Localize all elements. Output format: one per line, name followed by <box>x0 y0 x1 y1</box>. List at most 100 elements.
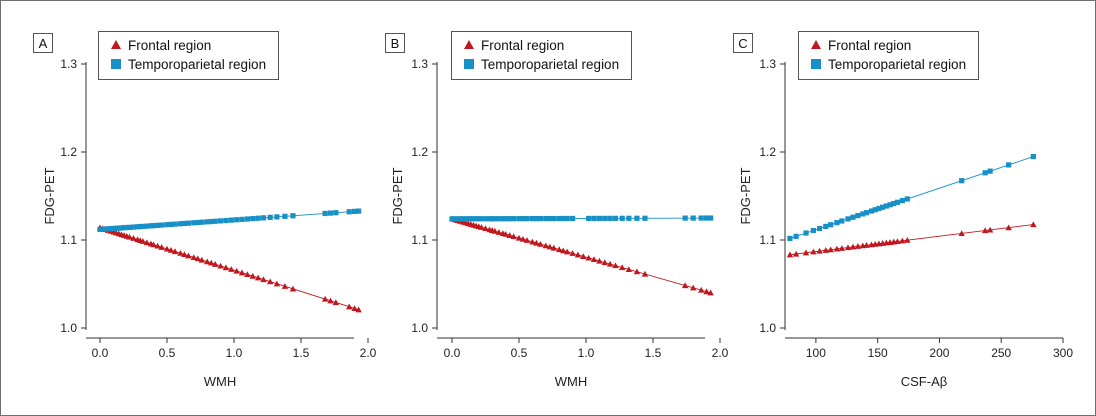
panel-a-point-temporoparietal <box>223 217 229 224</box>
panel-a-point-frontal <box>355 306 362 313</box>
panel-c-point-temporoparietal <box>787 235 793 242</box>
panel-a-point-temporoparietal <box>108 226 114 232</box>
panel-b-point-temporoparietal <box>452 216 458 222</box>
panel-b-point-temporoparietal <box>547 215 553 222</box>
panel-a-point-frontal <box>327 297 334 304</box>
panel-a-point-temporoparietal <box>116 225 122 231</box>
panel-c-point-frontal <box>802 249 810 256</box>
panel-b-point-frontal <box>515 234 523 241</box>
panel-b-point-frontal <box>482 225 489 232</box>
panel-a-x-tick-label: 1.5 <box>293 346 310 360</box>
panel-c-point-temporoparietal <box>894 199 901 205</box>
panel-a-point-frontal <box>217 262 224 269</box>
panel-a-point-temporoparietal <box>244 216 250 222</box>
panel-b-point-frontal <box>560 247 567 254</box>
panel-c-point-temporoparietal <box>982 170 988 176</box>
panel-b-point-frontal <box>707 289 714 296</box>
panel-b-point-temporoparietal <box>626 215 632 221</box>
panel-b-point-frontal <box>495 229 503 235</box>
panel-b-point-temporoparietal <box>511 216 517 222</box>
panel-a-legend-label: Frontal region <box>128 38 211 53</box>
panel-c-x-tick-label: 150 <box>868 346 888 360</box>
panel-c-point-frontal <box>958 230 965 237</box>
panel-a-point-frontal <box>351 305 358 312</box>
panel-c-point-frontal <box>792 250 800 257</box>
panel-a-point-frontal <box>158 244 165 250</box>
panel-c-legend-triangle-icon <box>811 40 821 49</box>
panel-b-point-frontal <box>529 238 536 245</box>
panel-c-point-temporoparietal <box>899 198 905 204</box>
panel-a-point-frontal <box>126 233 133 240</box>
panel-b-point-temporoparietal <box>564 215 570 222</box>
panel-a-point-temporoparietal <box>137 223 143 230</box>
panel-a-legend <box>98 31 279 80</box>
panel-c-point-temporoparietal <box>880 204 886 210</box>
panel-a-point-temporoparietal <box>144 223 150 229</box>
panel-c-point-frontal <box>904 236 911 243</box>
panel-b-point-temporoparietal <box>642 215 648 221</box>
panel-b-x-tick-label: 0.0 <box>444 346 461 360</box>
panel-a-point-temporoparietal <box>228 217 234 223</box>
panel-b-point-temporoparietal <box>551 215 557 222</box>
panel-b-point-frontal <box>502 230 509 237</box>
panel-b-point-frontal <box>574 251 582 258</box>
panel-c-x-tick-label: 250 <box>991 346 1011 360</box>
panel-a-x-tick-label: 2.0 <box>360 346 377 360</box>
panel-c-point-temporoparietal <box>987 168 993 174</box>
panel-b-point-temporoparietal <box>454 216 460 222</box>
panel-a-point-frontal <box>185 252 192 259</box>
panel-c-point-temporoparietal <box>887 202 893 208</box>
panel-a-point-temporoparietal <box>352 208 358 214</box>
panel-c-point-frontal <box>810 248 817 255</box>
panel-a-point-frontal <box>332 299 340 306</box>
panel-b-point-temporoparietal <box>524 216 530 222</box>
panel-b-point-temporoparietal <box>619 215 625 221</box>
panel-c-point-frontal <box>863 242 870 248</box>
panel-a: 1.0 1.1 1.2 1.3 0.0 0.5 1.0 1.5 2.0 WMH FDG-PET A Fr… <box>33 31 377 389</box>
panel-a-point-frontal <box>167 247 175 253</box>
panel-a-point-temporoparietal <box>255 215 261 221</box>
panel-b-y-axis-title: FDG-PET <box>390 167 405 224</box>
panel-b-point-temporoparietal <box>516 216 522 222</box>
panel-b-point-frontal <box>590 256 598 263</box>
panel-b-point-temporoparietal <box>533 216 540 222</box>
panel-a-point-temporoparietal <box>151 223 157 229</box>
panel-b-letter-box <box>385 33 405 53</box>
panel-c-point-frontal <box>1030 221 1037 228</box>
panel-b-point-temporoparietal <box>586 215 592 222</box>
panel-b-point-frontal <box>550 244 558 251</box>
panel-c-legend-square-icon <box>811 59 821 69</box>
panel-a-point-temporoparietal <box>250 216 256 222</box>
panel-a-y-tick-label: 1.1 <box>60 233 77 247</box>
panel-c-x-tick-label: 100 <box>806 346 826 360</box>
panel-c-point-frontal <box>849 243 857 250</box>
panel-b-point-temporoparietal <box>682 215 688 221</box>
panel-a-x-axis-title: WMH <box>204 374 237 389</box>
panel-b-legend <box>451 31 632 80</box>
panel-b-y-tick-label: 1.0 <box>411 321 428 335</box>
panel-b-point-frontal <box>625 266 633 273</box>
panel-b-point-temporoparietal <box>560 215 566 222</box>
panel-a-y-tick-label: 1.2 <box>60 145 77 159</box>
panel-c-letter: C <box>738 36 747 51</box>
panel-b-x-axis-title: WMH <box>555 374 588 389</box>
panel-c-point-temporoparietal <box>883 203 889 209</box>
panel-b-point-temporoparietal <box>602 215 608 221</box>
panel-a-point-temporoparietal <box>172 221 178 227</box>
panel-a-point-temporoparietal <box>260 215 267 221</box>
panel-c-point-frontal <box>899 237 906 244</box>
panel-a-point-temporoparietal <box>100 226 106 232</box>
panel-b-point-frontal <box>491 227 499 234</box>
panel-a-point-temporoparietal <box>102 226 108 232</box>
panel-b-point-frontal <box>596 257 603 264</box>
panel-a-point-temporoparietal <box>140 223 146 229</box>
panel-c-point-frontal <box>854 243 862 249</box>
panel-b-point-frontal <box>580 253 587 259</box>
panel-c-point-temporoparietal <box>816 225 823 232</box>
panel-a-point-temporoparietal <box>148 223 154 229</box>
panel-c-point-temporoparietal <box>793 233 799 239</box>
panel-a-point-frontal <box>233 267 240 274</box>
panel-b-point-frontal <box>542 242 549 249</box>
panel-a-point-temporoparietal <box>124 224 130 231</box>
